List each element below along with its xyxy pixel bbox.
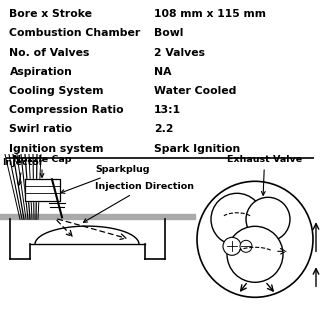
- Circle shape: [211, 193, 263, 245]
- Text: Injection Direction: Injection Direction: [84, 182, 194, 222]
- Text: Spark Ignition: Spark Ignition: [154, 144, 240, 154]
- Text: No. of Valves: No. of Valves: [10, 48, 90, 58]
- Text: Water Cooled: Water Cooled: [154, 86, 236, 96]
- Text: Bowl: Bowl: [154, 28, 183, 38]
- Circle shape: [240, 240, 252, 252]
- Text: Cooling System: Cooling System: [10, 86, 104, 96]
- Polygon shape: [25, 179, 60, 201]
- Text: Combustion Chamber: Combustion Chamber: [10, 28, 141, 38]
- Text: 2.2: 2.2: [154, 124, 173, 134]
- Text: 108 mm x 115 mm: 108 mm x 115 mm: [154, 9, 266, 19]
- Text: Nozzle Cap: Nozzle Cap: [13, 155, 71, 177]
- Text: Injector: Injector: [2, 158, 44, 185]
- Text: Swirl ratio: Swirl ratio: [10, 124, 73, 134]
- Text: Bore x Stroke: Bore x Stroke: [10, 9, 92, 19]
- Circle shape: [227, 226, 283, 282]
- Text: Ignition system: Ignition system: [10, 144, 104, 154]
- Text: NA: NA: [154, 67, 171, 77]
- Text: Exhaust Valve: Exhaust Valve: [227, 155, 302, 195]
- Text: Aspiration: Aspiration: [10, 67, 72, 77]
- Text: Compression Ratio: Compression Ratio: [10, 105, 124, 115]
- Text: 13:1: 13:1: [154, 105, 181, 115]
- Circle shape: [246, 197, 290, 241]
- Text: Sparkplug: Sparkplug: [61, 165, 149, 193]
- Text: 2 Valves: 2 Valves: [154, 48, 205, 58]
- Circle shape: [223, 237, 241, 255]
